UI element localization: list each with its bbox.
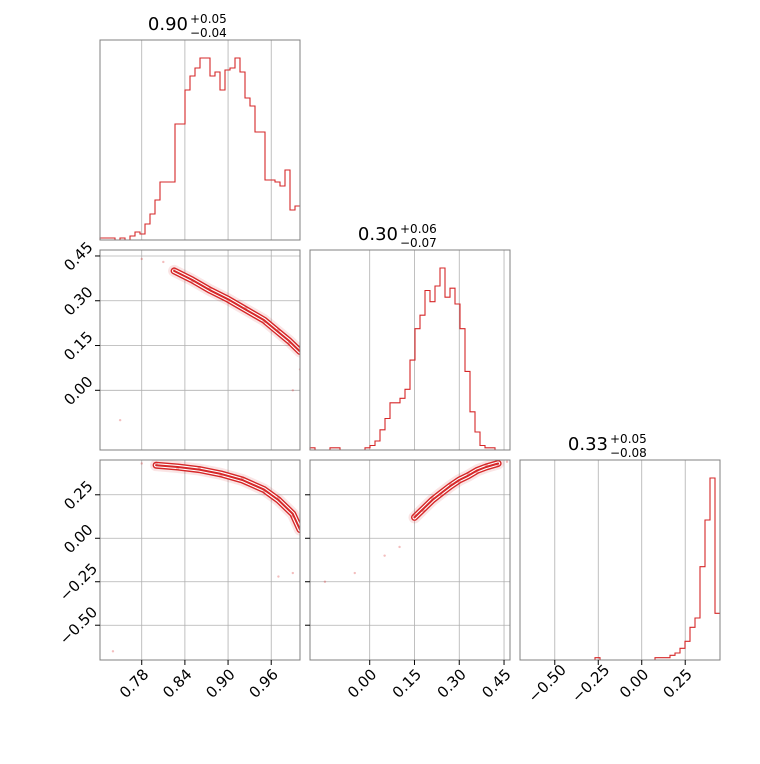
y-tick-label: 0.00 (60, 521, 96, 557)
data-layer (99, 57, 720, 661)
scatter-outlier (277, 575, 280, 578)
panel-2d-data (111, 460, 300, 653)
param-title-median: 0.33 (568, 434, 608, 455)
scatter-outlier (162, 260, 165, 264)
histogram-step-line (520, 477, 720, 661)
scatter-point (176, 467, 180, 471)
x-tick-label: 0.30 (434, 665, 470, 701)
histogram-step-line (99, 57, 300, 241)
param-title-minus: −0.07 (400, 236, 437, 250)
scatter-point (430, 496, 434, 500)
x-tick-label: 0.84 (159, 665, 195, 701)
param-title-minus: −0.08 (610, 446, 647, 460)
scatter-outlier (291, 389, 295, 392)
panel-frame (309, 249, 511, 451)
x-tick-label: 0.25 (660, 665, 696, 701)
scatter-outlier (118, 418, 122, 422)
scatter-point (197, 465, 201, 470)
scatter-outlier (353, 571, 356, 575)
scatter-outlier (398, 545, 401, 549)
scatter-outlier (291, 571, 295, 575)
contour-inner (413, 462, 500, 519)
y-tick-label: 0.30 (60, 283, 96, 319)
param-title-minus: −0.04 (190, 26, 227, 40)
scatter-outlier (111, 650, 115, 653)
y-tick-label: 0.25 (60, 477, 96, 513)
x-tick-label: 0.78 (116, 665, 152, 701)
y-tick-label: −0.25 (56, 560, 101, 605)
panel-frame (99, 459, 301, 661)
x-tick-label: −0.25 (568, 661, 613, 706)
scatter-point (287, 341, 291, 345)
y-tick-label: −0.50 (56, 603, 101, 648)
scatter-point (484, 463, 488, 467)
y-tick-label: 0.00 (60, 373, 96, 409)
scatter-outlier (505, 460, 509, 463)
frame-layer (95, 39, 721, 665)
x-tick-label: 0.45 (478, 665, 514, 701)
scatter-point (190, 280, 194, 284)
grid-layer (100, 40, 686, 660)
x-tick-label: 0.96 (246, 665, 282, 701)
contour-inner (155, 464, 300, 531)
scatter-point (154, 461, 158, 465)
panel-frame (99, 249, 301, 451)
scatter-point (291, 514, 295, 518)
label-layer: 0.90 +0.05−0.040.30 +0.06−0.070.33 +0.05−0.… (56, 12, 696, 706)
panel-2d-data (323, 460, 509, 583)
scatter-outlier (323, 580, 327, 583)
x-tick-label: 0.90 (202, 665, 238, 701)
scatter-point (226, 299, 230, 303)
scatter-point (466, 472, 470, 476)
panel-frame (519, 459, 721, 661)
scatter-outlier (383, 554, 386, 557)
scatter-point (496, 463, 500, 468)
scatter-point (262, 320, 266, 324)
scatter-point (421, 509, 426, 513)
scatter-point (412, 513, 417, 517)
scatter-point (276, 328, 281, 332)
y-tick-label: 0.15 (60, 328, 96, 364)
scatter-point (448, 482, 452, 486)
scatter-point (219, 474, 223, 478)
panel-frame (309, 459, 511, 661)
x-tick-label: 0.15 (389, 665, 425, 701)
histogram-step-line (309, 267, 510, 451)
scatter-point (276, 496, 281, 500)
x-tick-label: −0.50 (525, 661, 570, 706)
panel-2d-data (118, 257, 300, 422)
contour-inner (173, 269, 300, 353)
x-tick-label: 0.00 (616, 665, 652, 701)
scatter-point (475, 470, 479, 475)
param-title-plus: +0.06 (400, 222, 437, 236)
scatter-point (208, 286, 212, 290)
scatter-outlier (140, 462, 143, 465)
y-tick-label: 0.45 (60, 238, 96, 274)
scatter-point (240, 476, 245, 480)
param-title-median: 0.90 (148, 14, 188, 35)
panel-frame (99, 39, 301, 241)
scatter-point (262, 489, 266, 494)
scatter-point (439, 493, 443, 497)
x-tick-label: 0.00 (344, 665, 380, 701)
param-title-median: 0.30 (358, 224, 398, 245)
scatter-point (244, 306, 248, 310)
scatter-outlier (140, 257, 143, 261)
param-title-plus: +0.05 (610, 432, 647, 446)
scatter-point (172, 267, 176, 271)
param-title-plus: +0.05 (190, 12, 227, 26)
scatter-point (457, 480, 461, 484)
